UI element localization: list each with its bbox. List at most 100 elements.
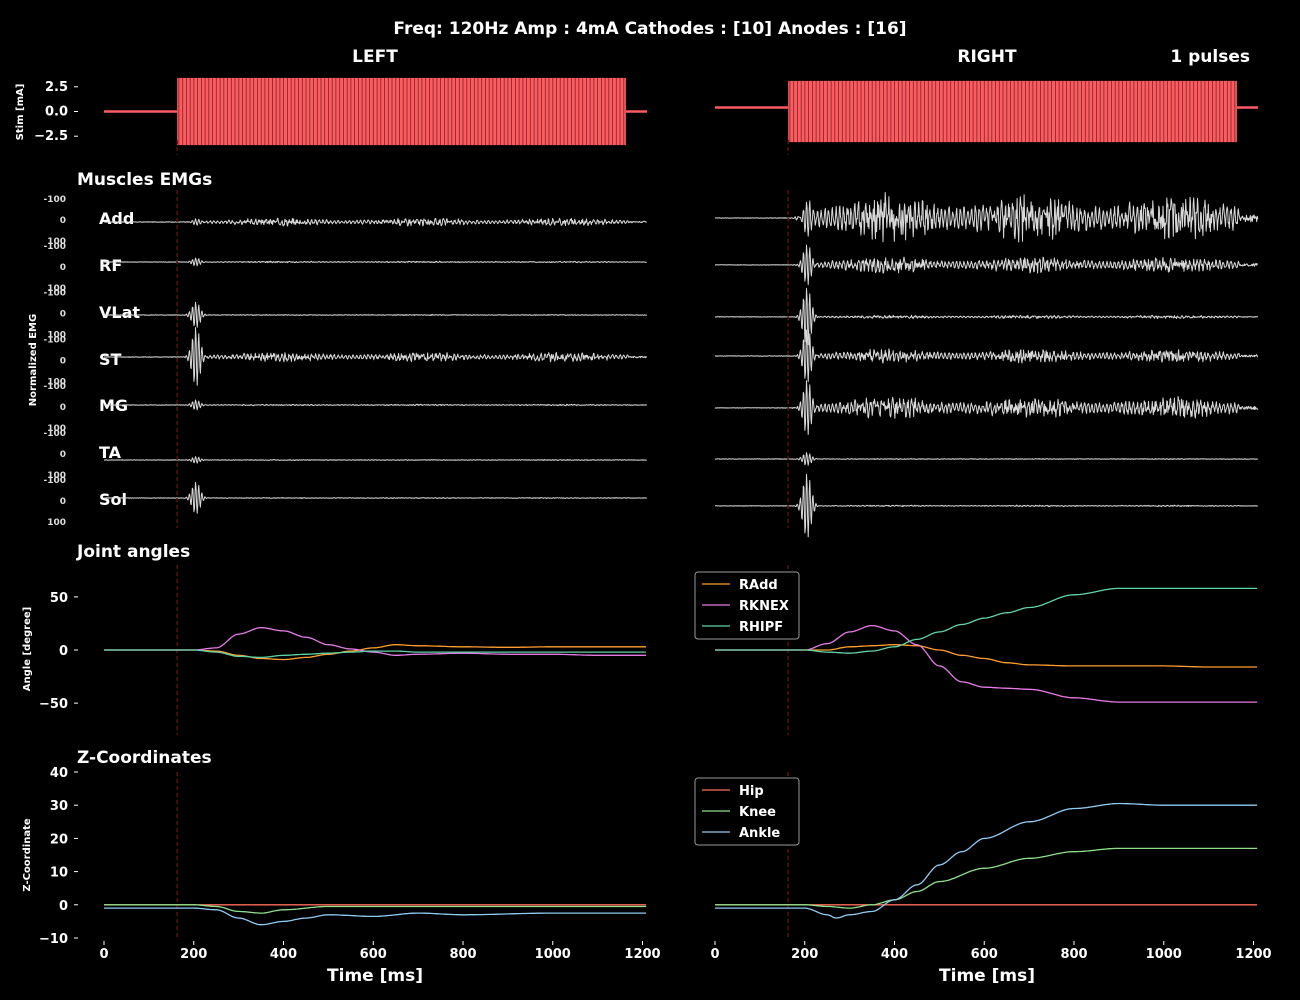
emg-ytick-label: 100 bbox=[47, 284, 66, 294]
emg-ytick-label: 100 bbox=[47, 377, 66, 387]
x-tick-label-L: 400 bbox=[270, 947, 297, 962]
joint-legend-label-RHIPF: RHIPF bbox=[739, 620, 783, 635]
joint-legend-label-RKNEX: RKNEX bbox=[739, 599, 789, 614]
x-tick-label-R: 400 bbox=[881, 947, 908, 962]
joint-line-L-RHIPF bbox=[104, 649, 647, 659]
joint-line-R-RHIPF bbox=[715, 587, 1258, 654]
emg-ytick-label: 100 bbox=[47, 471, 66, 481]
stim-pulse-train-L bbox=[177, 77, 626, 146]
joint-legend-label-RAdd: RAdd bbox=[739, 578, 778, 593]
emg-ytick-label: 0 bbox=[60, 216, 66, 226]
emg-trace-L-TA bbox=[103, 456, 647, 464]
emg-ytick-label: -100 bbox=[43, 242, 66, 252]
x-tick-label-R: 0 bbox=[710, 947, 719, 962]
stim-ytick-label: 2.5 bbox=[45, 80, 68, 95]
stim-pulse-gaps-R bbox=[789, 80, 1236, 143]
x-tick-label-R: 200 bbox=[791, 947, 818, 962]
emg-ytick-label: -100 bbox=[43, 382, 66, 392]
emg-muscle-label-ST: ST bbox=[99, 350, 122, 369]
joint-ylabel: Angle [degree] bbox=[22, 607, 33, 691]
emg-muscle-label-RF: RF bbox=[99, 256, 122, 275]
emg-ytick-label: -100 bbox=[43, 476, 66, 486]
z-legend-label-Hip: Hip bbox=[739, 784, 764, 799]
x-tick-label-L: 600 bbox=[360, 947, 387, 962]
z-ytick-label: −10 bbox=[39, 932, 68, 947]
emg-trace-L-Add bbox=[104, 217, 647, 227]
emg-muscle-label-MG: MG bbox=[99, 396, 128, 415]
right-xlabel: Time [ms] bbox=[939, 966, 1035, 986]
z-line-L-Knee bbox=[104, 904, 647, 914]
z-line-L-Ankle bbox=[104, 907, 647, 926]
figure-title: Freq: 120Hz Amp : 4mA Cathodes : [10] An… bbox=[393, 19, 906, 39]
joint-section-title: Joint angles bbox=[76, 542, 190, 562]
emg-ytick-label: -100 bbox=[43, 195, 66, 205]
emg-ytick-label: 0 bbox=[60, 310, 66, 320]
z-ytick-label: 40 bbox=[50, 766, 68, 781]
emg-ytick-label: 0 bbox=[60, 263, 66, 273]
z-line-R-Knee bbox=[715, 847, 1258, 909]
stim-ytick-label: −2.5 bbox=[34, 129, 68, 144]
z-legend-box bbox=[694, 777, 800, 846]
left-xlabel: Time [ms] bbox=[327, 966, 423, 986]
stim-ylabel: Stim [mA] bbox=[15, 84, 26, 141]
emg-trace-L-MG bbox=[103, 399, 648, 411]
emg-muscle-label-TA: TA bbox=[99, 443, 122, 462]
emg-trace-L-Sol bbox=[103, 481, 647, 514]
emg-trace-R-VLat bbox=[714, 288, 1259, 346]
emg-ytick-label: 100 bbox=[47, 331, 66, 341]
emg-trace-R-ST bbox=[714, 329, 1259, 383]
right-column-label: RIGHT bbox=[957, 47, 1017, 67]
emg-ylabel: Normalized EMG bbox=[28, 314, 39, 406]
x-tick-label-R: 600 bbox=[971, 947, 998, 962]
emg-ytick-label: 0 bbox=[60, 450, 66, 460]
emg-trace-L-ST bbox=[103, 327, 648, 386]
emg-section-title: Muscles EMGs bbox=[77, 170, 212, 190]
emg-ytick-label: 100 bbox=[47, 518, 66, 528]
x-tick-label-L: 800 bbox=[449, 947, 476, 962]
joint-ytick-label: 50 bbox=[50, 591, 68, 606]
z-ytick-label: 20 bbox=[50, 832, 68, 847]
emg-muscle-label-Sol: Sol bbox=[99, 490, 127, 509]
emg-ytick-label: 0 bbox=[60, 356, 66, 366]
emg-ytick-label: -100 bbox=[43, 429, 66, 439]
z-line-R-Ankle bbox=[715, 802, 1258, 919]
stim-ytick-label: 0.0 bbox=[45, 105, 68, 120]
emg-trace-R-Sol bbox=[715, 473, 1258, 538]
x-tick-label-L: 0 bbox=[99, 947, 108, 962]
emg-ytick-label: 100 bbox=[47, 424, 66, 434]
z-legend-label-Ankle: Ankle bbox=[739, 826, 780, 841]
joint-legend-box bbox=[694, 571, 800, 640]
pulses-label: 1 pulses bbox=[1170, 47, 1250, 67]
emg-trace-R-TA bbox=[714, 452, 1258, 466]
emg-muscle-label-Add: Add bbox=[99, 209, 134, 228]
emg-trace-L-RF bbox=[103, 257, 647, 267]
emg-trace-R-Add bbox=[714, 192, 1259, 243]
x-tick-label-R: 1200 bbox=[1235, 947, 1271, 962]
x-tick-label-R: 800 bbox=[1060, 947, 1087, 962]
z-ytick-label: 10 bbox=[50, 866, 68, 881]
emg-ytick-label: 0 bbox=[60, 403, 66, 413]
z-ytick-label: 30 bbox=[50, 799, 68, 814]
emg-trace-R-MG bbox=[714, 380, 1259, 435]
left-column-label: LEFT bbox=[352, 47, 398, 67]
emg-ytick-label: 100 bbox=[47, 237, 66, 247]
emg-trace-L-VLat bbox=[103, 301, 648, 328]
emg-muscle-label-VLat: VLat bbox=[99, 303, 140, 322]
x-tick-label-L: 1200 bbox=[624, 947, 660, 962]
emg-ytick-label: -100 bbox=[43, 335, 66, 345]
joint-ytick-label: −50 bbox=[39, 697, 68, 712]
emg-trace-R-RF bbox=[714, 244, 1258, 285]
joint-ytick-label: 0 bbox=[59, 644, 68, 659]
emg-ytick-label: 0 bbox=[60, 497, 66, 507]
z-section-title: Z-Coordinates bbox=[77, 748, 212, 768]
stim-pulse-train-R bbox=[788, 80, 1237, 143]
x-tick-label-L: 200 bbox=[180, 947, 207, 962]
z-ylabel: Z-Coordinate bbox=[22, 818, 33, 891]
x-tick-label-R: 1000 bbox=[1146, 947, 1182, 962]
x-tick-label-L: 1000 bbox=[535, 947, 571, 962]
stim-pulse-gaps-L bbox=[178, 77, 625, 146]
z-legend-label-Knee: Knee bbox=[739, 805, 776, 820]
emg-ytick-label: -100 bbox=[43, 289, 66, 299]
